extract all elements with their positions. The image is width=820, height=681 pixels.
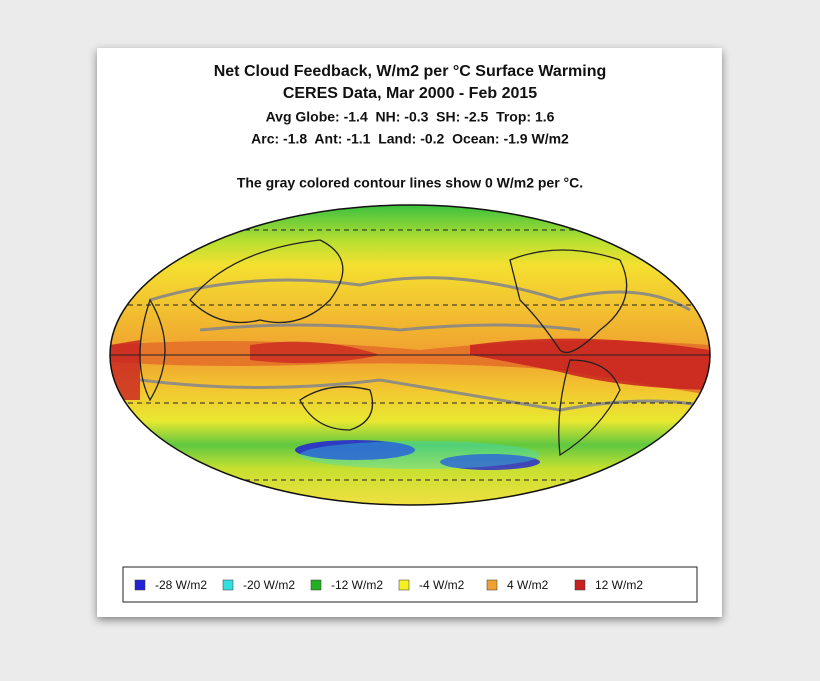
subtitle: CERES Data, Mar 2000 - Feb 2015	[283, 85, 537, 102]
legend: -28 W/m2 -20 W/m2 -12 W/m2 -4 W/m2 4 W/m2 12 …	[134, 578, 643, 592]
map	[110, 205, 710, 505]
legend-label: -20 W/m2	[243, 578, 295, 592]
stats-line: Avg Globe: -1.4 NH: -0.3 SH: -2.5 Trop: …	[266, 109, 555, 125]
legend-label: -4 W/m2	[419, 578, 465, 592]
legend-label: 12 W/m2	[595, 578, 643, 592]
legend-swatch	[398, 579, 410, 591]
title: Net Cloud Feedback, W/m2 per °C Surface …	[214, 63, 607, 80]
legend-swatch	[486, 579, 498, 591]
map-border	[109, 204, 711, 506]
legend-swatch	[310, 579, 322, 591]
legend-label: 4 W/m2	[507, 578, 549, 592]
legend-label: -12 W/m2	[331, 578, 383, 592]
legend-swatch	[134, 579, 146, 591]
legend-label: -28 W/m2	[155, 578, 207, 592]
legend-swatch	[222, 579, 234, 591]
legend-box	[122, 566, 698, 603]
note: The gray colored contour lines show 0 W/…	[237, 175, 583, 191]
legend-swatch	[574, 579, 586, 591]
stats-line: Arc: -1.8 Ant: -1.1 Land: -0.2 Ocean: -1…	[251, 131, 569, 147]
